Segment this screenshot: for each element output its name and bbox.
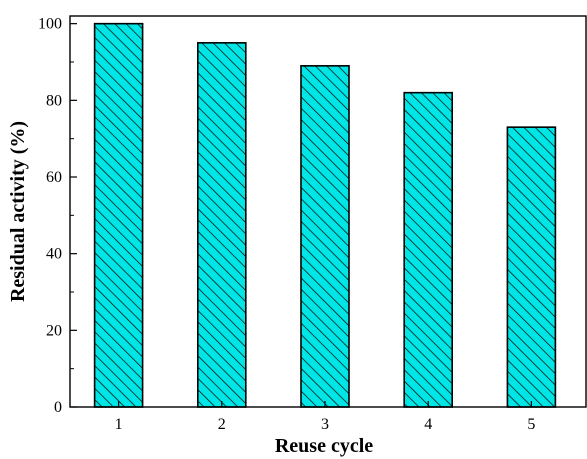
bars-layer xyxy=(93,22,557,408)
y-tick-label: 100 xyxy=(38,16,62,33)
x-tick-label: 3 xyxy=(321,416,329,433)
y-tick-label: 0 xyxy=(54,399,62,416)
ticks-layer: 1 2 3 4 5 0 20 40 60 80 100 xyxy=(38,16,535,433)
x-tick-label: 1 xyxy=(115,416,123,433)
bar-cycle-1 xyxy=(93,22,144,408)
y-axis-title: Residual activity (%) xyxy=(7,121,29,302)
y-tick-label: 40 xyxy=(46,246,62,263)
y-tick-label: 80 xyxy=(46,92,62,109)
plot-frame xyxy=(69,15,587,408)
axes-layer xyxy=(69,15,587,408)
bar-cycle-4 xyxy=(403,91,454,408)
x-axis-title: Reuse cycle xyxy=(275,435,373,457)
y-tick-label: 60 xyxy=(46,169,62,186)
x-tick-label: 2 xyxy=(218,416,226,433)
x-tick-label: 5 xyxy=(527,416,535,433)
x-tick-label: 4 xyxy=(424,416,432,433)
bar-cycle-2 xyxy=(197,42,247,408)
bar-cycle-5 xyxy=(506,126,557,408)
bar-cycle-3 xyxy=(300,65,350,408)
y-tick-label: 20 xyxy=(46,322,62,339)
